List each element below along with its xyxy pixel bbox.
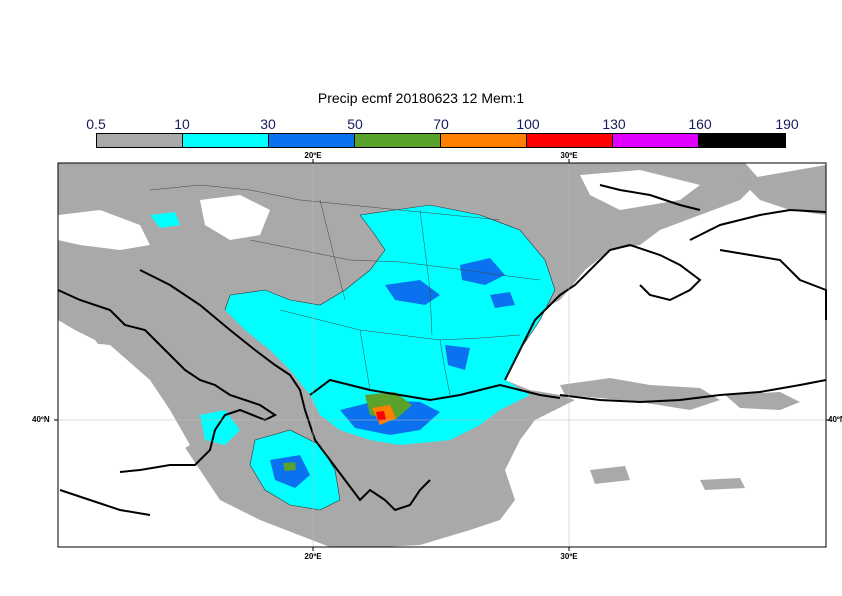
precip-area-30-50 xyxy=(385,280,440,305)
legend-swatch-4 xyxy=(441,134,527,147)
legend-swatch-2 xyxy=(269,134,355,147)
precip-patch xyxy=(560,378,720,410)
legend-label: 70 xyxy=(433,116,449,132)
map-title: Precip ecmf 20180623 12 Mem:1 xyxy=(317,90,525,106)
precip-area-50-70 xyxy=(283,462,296,471)
precip-area-30-50 xyxy=(270,455,310,488)
precip-area-30-50 xyxy=(445,345,470,370)
precip-area-10-30 xyxy=(200,410,240,445)
country-borders xyxy=(149,184,541,396)
coastlines xyxy=(57,184,827,516)
legend-swatch-3 xyxy=(355,134,441,147)
bottom-tick-label: 20ºE xyxy=(304,552,322,561)
precip-patch xyxy=(700,478,745,490)
legend-label: 0.5 xyxy=(86,116,106,132)
legend-label: 30 xyxy=(260,116,276,132)
legend-label: 100 xyxy=(516,116,540,132)
legend-label: 10 xyxy=(174,116,190,132)
precip-area-100-130 xyxy=(376,411,386,421)
legend-labels: 0.5 10 30 50 70 100 130 160 190 xyxy=(0,116,842,132)
legend-swatch-7 xyxy=(699,134,785,147)
contour-lines xyxy=(224,204,556,511)
graticule xyxy=(58,163,826,547)
tick-marks xyxy=(54,159,830,551)
top-tick-label: 20ºE xyxy=(304,151,322,160)
left-tick-label: 40ºN xyxy=(32,415,50,424)
precip-area-30-50 xyxy=(490,292,515,308)
precip-patch xyxy=(740,165,826,215)
legend-swatch-1 xyxy=(183,134,269,147)
legend-swatch-5 xyxy=(527,134,613,147)
precip-area-30-50 xyxy=(460,258,505,285)
legend-label: 190 xyxy=(775,116,799,132)
precip-patch xyxy=(725,392,800,410)
precip-patch xyxy=(590,466,630,484)
right-tick-label: 40ºN xyxy=(828,415,842,424)
color-legend-bar xyxy=(96,133,786,148)
precip-area-10-30 xyxy=(150,212,180,228)
legend-label: 130 xyxy=(602,116,626,132)
bottom-tick-label: 30ºE xyxy=(560,552,578,561)
dry-area xyxy=(58,210,150,250)
legend-label: 50 xyxy=(347,116,363,132)
legend-label: 160 xyxy=(688,116,712,132)
dry-area xyxy=(580,170,700,210)
top-tick-label: 30ºE xyxy=(560,151,578,160)
dry-area xyxy=(200,195,270,240)
legend-swatch-0 xyxy=(97,134,183,147)
dry-area xyxy=(60,340,190,470)
legend-swatch-6 xyxy=(613,134,699,147)
map-frame xyxy=(57,162,827,548)
